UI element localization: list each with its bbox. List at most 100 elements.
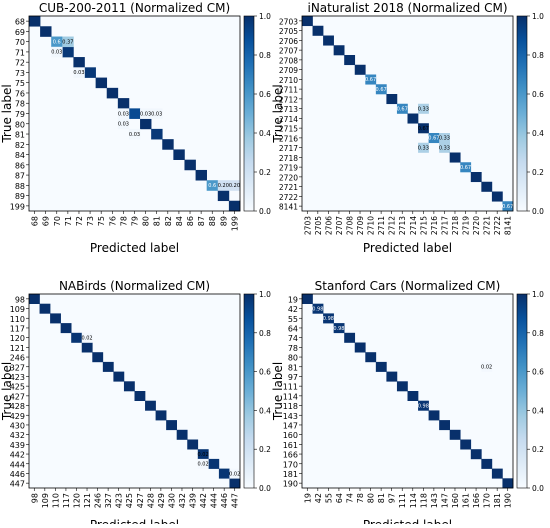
y-tick-label: 147 <box>283 421 298 430</box>
y-tick-label: 2719 <box>279 164 298 173</box>
cell-off-diagonal <box>73 67 85 78</box>
colorbar-tick-label: 0.8 <box>532 329 544 338</box>
x-tick-label: 69 <box>42 216 51 226</box>
x-tick-label: 81 <box>153 216 162 226</box>
x-tick-label: 2705 <box>314 216 323 235</box>
x-tick-label: 80 <box>142 216 151 226</box>
x-tick-label: 2716 <box>430 216 439 235</box>
chart-title: NABirds (Normalized CM) <box>59 279 210 293</box>
x-tick-label: 439 <box>189 493 198 508</box>
cell-diagonal <box>50 313 61 324</box>
x-tick-label: 2706 <box>324 216 333 235</box>
cell-diagonal <box>155 410 167 421</box>
cell-off-diagonal <box>439 133 450 144</box>
y-tick-label: 98 <box>15 295 25 304</box>
cell-diagonal <box>386 94 398 105</box>
cell-diagonal <box>95 77 108 89</box>
colorbar-tick-label: 0.0 <box>532 207 544 216</box>
colorbar-tick-label: 0.6 <box>532 90 544 99</box>
y-tick-label: 68 <box>15 18 25 27</box>
colorbar: 0.0 0.2 0.4 0.6 0.8 1.0 <box>516 12 544 216</box>
x-tick-label: 2713 <box>398 216 407 235</box>
x-tick-label: 442 <box>199 493 208 508</box>
cell-label: 0.67 <box>502 204 513 210</box>
cell-diagonal <box>449 429 461 440</box>
y-tick-label: 160 <box>283 431 298 440</box>
cell-label: 0.20 <box>229 183 240 189</box>
x-tick-label: 2717 <box>440 216 449 235</box>
cell-diagonal <box>333 323 345 334</box>
cell-label: 0.03 <box>129 132 140 138</box>
panel-3: 0.020.020.020.02981091101171201212463274… <box>0 279 271 528</box>
y-axis-label: True label <box>271 362 285 421</box>
y-tick-label: 2722 <box>279 193 298 202</box>
cell-label: 0.67 <box>376 87 387 93</box>
x-tick-label: 84 <box>175 216 184 226</box>
colorbar: 0.0 0.2 0.4 0.6 0.8 1.0 <box>516 290 544 493</box>
cell-diagonal <box>502 478 514 489</box>
colorbar-tick-label: 1.0 <box>532 12 544 21</box>
y-tick-label: 432 <box>10 431 25 440</box>
cell-label: 0.20 <box>218 183 229 189</box>
y-tick-label: 439 <box>10 441 25 450</box>
cell-off-diagonal <box>418 142 429 153</box>
chart-title: Stanford Cars (Normalized CM) <box>315 279 501 293</box>
y-axis-label: True label <box>271 84 285 143</box>
chart-title: iNaturalist 2018 (Normalized CM) <box>307 1 507 15</box>
x-tick-label: 2718 <box>451 216 460 235</box>
x-tick-label: 64 <box>335 493 344 503</box>
colorbar-tick-label: 0.2 <box>259 168 271 177</box>
y-tick-label: 425 <box>10 383 25 392</box>
x-tick-label: 110 <box>51 493 60 508</box>
cell-off-diagonal <box>228 180 241 191</box>
cell-diagonal <box>491 191 503 202</box>
x-tick-label: 423 <box>115 493 124 508</box>
x-tick-label: 79 <box>131 216 140 226</box>
colorbar-tick-label: 0.6 <box>259 90 271 99</box>
x-tick-label: 118 <box>419 493 428 508</box>
x-axis-label: Predicted label <box>363 518 452 524</box>
cell-diagonal <box>460 439 472 450</box>
x-axis-label: Predicted label <box>90 518 179 524</box>
y-tick-label: 88 <box>15 182 25 191</box>
colorbar-tick-label: 0.0 <box>532 484 544 493</box>
cell-off-diagonal <box>481 361 493 372</box>
cell-diagonal <box>460 162 472 173</box>
x-tick-label: 81 <box>377 493 386 503</box>
y-tick-label: 2710 <box>279 76 298 85</box>
y-tick-label: 246 <box>10 354 25 363</box>
cell-label: 0.33 <box>418 145 429 151</box>
y-tick-label: 423 <box>10 373 25 382</box>
cell-diagonal <box>229 478 241 489</box>
y-tick-label: 109 <box>10 305 25 314</box>
cell-label: 0.03 <box>140 111 151 117</box>
panel-2: 0.670.670.670.670.330.670.670.330.670.33… <box>271 1 544 255</box>
x-tick-label: 160 <box>451 493 460 508</box>
x-tick-label: 2721 <box>483 216 492 235</box>
y-axis-label: True label <box>0 84 14 143</box>
y-tick-label: 430 <box>10 421 25 430</box>
y-tick-label: 2703 <box>279 17 298 26</box>
cell-diagonal <box>312 25 324 36</box>
cell-diagonal <box>134 391 146 401</box>
cell-off-diagonal <box>151 108 163 119</box>
colorbar-tick-label: 0.4 <box>259 129 271 138</box>
cell-off-diagonal <box>140 108 152 119</box>
x-axis-label: Predicted label <box>363 241 452 255</box>
cell-diagonal <box>302 16 313 27</box>
x-tick-label: 117 <box>62 493 71 508</box>
x-tick-label: 246 <box>94 493 103 508</box>
x-tick-label: 447 <box>231 493 240 508</box>
y-tick-label: 78 <box>15 100 25 109</box>
cell-diagonal <box>491 468 503 479</box>
colorbar-gradient <box>243 15 255 212</box>
y-tick-label: 199 <box>10 202 25 211</box>
x-tick-label: 427 <box>136 493 145 508</box>
cell-diagonal <box>418 400 429 411</box>
colorbar-tick-label: 0.4 <box>532 406 544 415</box>
x-tick-label: 190 <box>504 493 513 508</box>
y-tick-label: 86 <box>15 161 25 170</box>
y-tick-label: 114 <box>283 392 298 401</box>
x-tick-label: 121 <box>83 493 92 508</box>
x-tick-label: 109 <box>41 493 50 508</box>
